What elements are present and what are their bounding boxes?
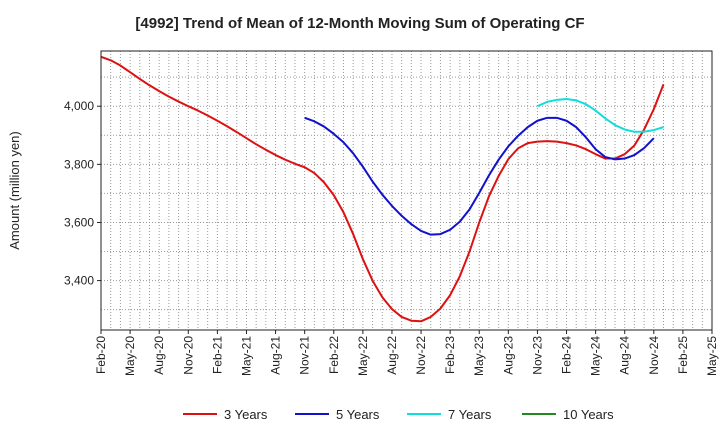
x-tick-label: Nov-22 [414,336,428,375]
plot-frame [100,50,713,331]
series-line-5-years [304,116,655,236]
x-axis-ticks: Feb-20 May-20 Aug-20 Nov-20 Feb-21 May-21 Aug-… [94,330,719,376]
x-tick-label: Aug-21 [269,336,283,375]
x-tick-label: Feb-22 [327,336,341,374]
x-tick-label: Aug-22 [385,336,399,375]
legend-label-10-years: 10 Years [563,407,614,422]
chart-title: [4992] Trend of Mean of 12-Month Moving … [135,15,584,32]
x-tick-label: May-21 [239,336,253,376]
x-tick-label: Feb-25 [676,336,690,374]
legend-label-5-years: 5 Years [336,407,380,422]
x-tick-label: Feb-20 [94,336,108,374]
x-tick-label: Feb-24 [560,336,574,374]
x-tick-label: Nov-21 [298,336,312,375]
x-tick-label: Aug-23 [501,336,515,375]
x-tick-label: Feb-23 [443,336,457,374]
x-tick-label: May-20 [123,336,137,376]
x-tick-label: May-24 [589,336,603,376]
plot-background [101,51,712,330]
plot-area [100,50,713,331]
y-axis-ticks: 3,400 3,600 3,800 4,000 [64,99,101,288]
x-tick-label: Aug-24 [618,336,632,375]
x-tick-label: May-25 [705,336,719,376]
y-tick-label: 4,000 [64,99,94,113]
legend-label-3-years: 3 Years [224,407,268,422]
x-tick-label: Nov-24 [647,336,661,375]
x-tick-label: Nov-20 [181,336,195,375]
legend: 3 Years 5 Years 7 Years 10 Years [183,407,614,422]
x-tick-label: Nov-23 [530,336,544,375]
series-line-7-years [537,97,664,133]
x-tick-label: Aug-20 [152,336,166,375]
x-tick-label: Feb-21 [210,336,224,374]
y-axis-label: Amount (million yen) [7,131,22,250]
x-tick-label: May-23 [472,336,486,376]
legend-label-7-years: 7 Years [448,407,492,422]
y-tick-label: 3,800 [64,157,94,171]
y-tick-label: 3,600 [64,215,94,229]
x-tick-label: May-22 [356,336,370,376]
series-layer [100,55,665,323]
y-tick-label: 3,400 [64,274,94,288]
series-line-3-years [100,55,665,323]
